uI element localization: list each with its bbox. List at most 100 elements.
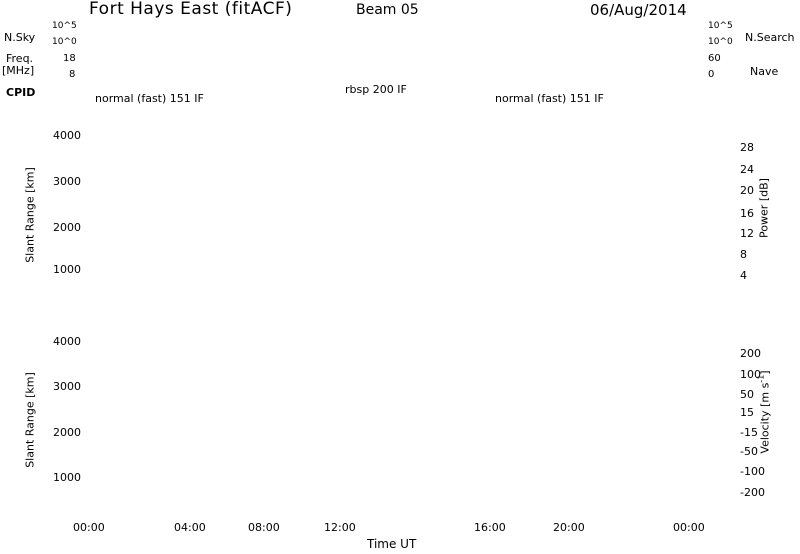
power-echo	[206, 234, 210, 237]
velocity-echo	[256, 450, 260, 453]
power-echo	[591, 268, 595, 271]
velocity-echo	[99, 428, 103, 431]
power-echo	[299, 259, 302, 262]
velocity-echo	[326, 445, 330, 448]
power-echo	[217, 262, 221, 265]
velocity-echo	[294, 446, 298, 449]
power-echo	[679, 275, 683, 278]
velocity-echo	[282, 438, 286, 440]
velocity-echo	[176, 495, 180, 498]
velocity-echo	[258, 446, 261, 449]
velocity-echo	[571, 442, 575, 445]
velocity-echo	[502, 462, 506, 465]
power-echo	[293, 240, 297, 243]
velocity-echo	[318, 496, 322, 499]
velocity-echo	[339, 452, 342, 455]
velocity-echo	[535, 422, 539, 425]
power-echo	[614, 255, 618, 258]
power-echo	[489, 186, 493, 189]
velocity-echo	[471, 424, 475, 426]
power-cbar-tick: 8	[740, 248, 747, 261]
velocity-echo	[151, 409, 155, 412]
velocity-echo	[225, 437, 229, 440]
power-echo	[569, 183, 573, 186]
power-echo	[454, 218, 458, 221]
power-echo	[233, 206, 237, 209]
velocity-echo	[360, 500, 364, 503]
freq-label: Freq.	[6, 52, 34, 65]
velocity-echo	[613, 409, 617, 412]
power-echo	[199, 224, 203, 227]
power-echo	[277, 253, 280, 256]
power-echo	[256, 242, 260, 244]
power-echo	[296, 250, 300, 252]
power-echo	[285, 245, 289, 248]
power-echo	[477, 237, 481, 239]
power-echo	[268, 243, 272, 246]
power-echo	[225, 236, 229, 239]
power-echo	[612, 204, 616, 207]
velocity-echo	[326, 467, 330, 470]
velocity-echo	[587, 423, 591, 426]
velocity-echo	[568, 427, 572, 429]
power-echo	[278, 236, 282, 239]
velocity-echo	[158, 404, 161, 407]
velocity-echo	[173, 421, 177, 424]
velocity-echo	[521, 494, 525, 497]
power-echo	[289, 243, 293, 246]
velocity-echo	[201, 447, 205, 449]
power-echo	[233, 244, 237, 247]
power-echo	[141, 235, 145, 238]
velocity-echo	[288, 461, 292, 464]
velocity-echo	[97, 396, 101, 398]
velocity-echo	[156, 412, 160, 415]
power-echo	[235, 219, 239, 222]
velocity-echo	[247, 507, 251, 510]
power-echo	[585, 236, 588, 239]
velocity-echo	[519, 433, 523, 436]
velocity-echo	[539, 424, 543, 427]
velocity-colorbar-segment	[724, 476, 737, 493]
velocity-echo	[266, 458, 270, 461]
velocity-echo	[525, 424, 529, 427]
power-echo	[141, 245, 145, 248]
power-echo	[96, 225, 100, 228]
velocity-colorbar-segment	[724, 444, 737, 461]
power-echo	[589, 276, 593, 279]
power-echo	[464, 300, 468, 303]
noise-ytick-left-top: 10^5	[52, 21, 77, 31]
power-echo	[549, 267, 553, 270]
power-echo	[126, 251, 129, 254]
power-echo	[265, 258, 269, 261]
velocity-echo	[448, 415, 452, 418]
power-echo	[312, 244, 316, 247]
power-echo	[542, 237, 546, 240]
velocity-echo	[674, 486, 678, 489]
power-echo	[353, 291, 357, 294]
power-echo	[285, 247, 289, 250]
power-echo	[555, 269, 559, 272]
power-echo	[646, 190, 650, 193]
velocity-echo	[274, 464, 277, 467]
velocity-echo	[506, 394, 510, 397]
velocity-echo	[199, 359, 203, 362]
velocity-echo	[279, 467, 283, 470]
power-echo	[146, 248, 150, 250]
power-echo	[487, 203, 491, 206]
velocity-echo	[595, 459, 598, 462]
power-echo	[191, 248, 195, 251]
velocity-echo	[593, 462, 597, 465]
velocity-echo	[483, 421, 487, 424]
power-echo	[476, 264, 480, 267]
velocity-echo	[268, 455, 272, 458]
velocity-echo	[251, 447, 255, 450]
power-echo	[115, 247, 119, 249]
velocity-echo	[148, 398, 152, 401]
velocity-colorbar-label: Velocity [m s-1]	[757, 370, 772, 453]
velocity-echo	[168, 422, 172, 425]
power-echo	[301, 256, 304, 259]
velocity-echo	[640, 428, 644, 431]
velocity-echo	[106, 425, 110, 428]
velocity-echo	[640, 398, 644, 401]
power-echo	[152, 217, 156, 219]
